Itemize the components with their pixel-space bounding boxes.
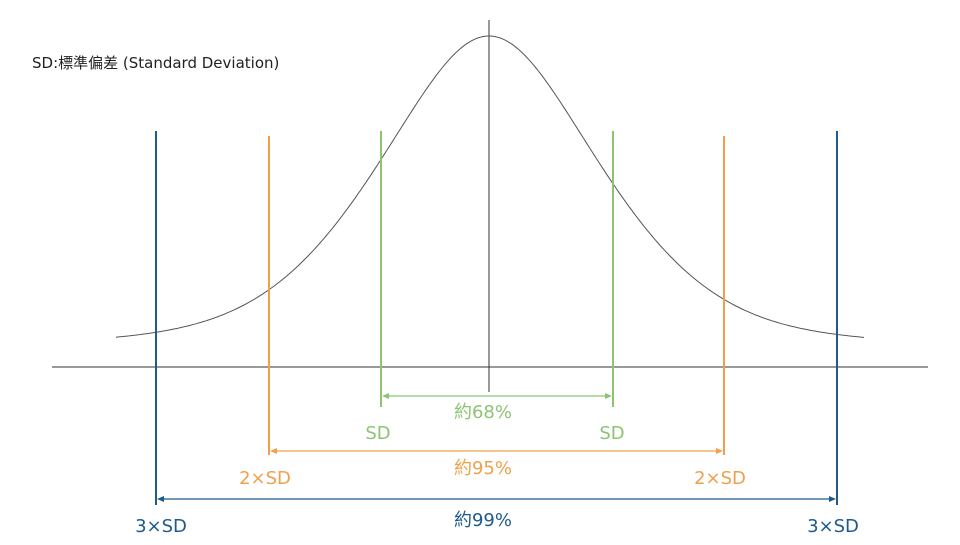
sd2-arrowhead-left [270,448,277,454]
sd3-percent-label: 約99% [454,510,512,531]
sd2-left-label: 2×SD [239,468,291,489]
sd1-arrowhead-left [382,393,389,399]
sd1-arrowhead-right [605,393,612,399]
sd2-arrowhead-right [716,448,723,454]
sd3-arrowhead-right [829,496,836,502]
sd2-percent-label: 約95% [454,458,512,479]
sd1-percent-label: 約68% [454,402,512,423]
sd3-arrowhead-left [157,496,164,502]
bell-curve [115,35,865,338]
sd3-left-label: 3×SD [135,516,187,537]
sd1-left-label: SD [365,423,390,444]
sd1-right-label: SD [599,423,624,444]
sd3-right-label: 3×SD [807,516,859,537]
sd2-right-label: 2×SD [694,468,746,489]
caption: SD:標準偏差 (Standard Deviation) [32,54,280,72]
